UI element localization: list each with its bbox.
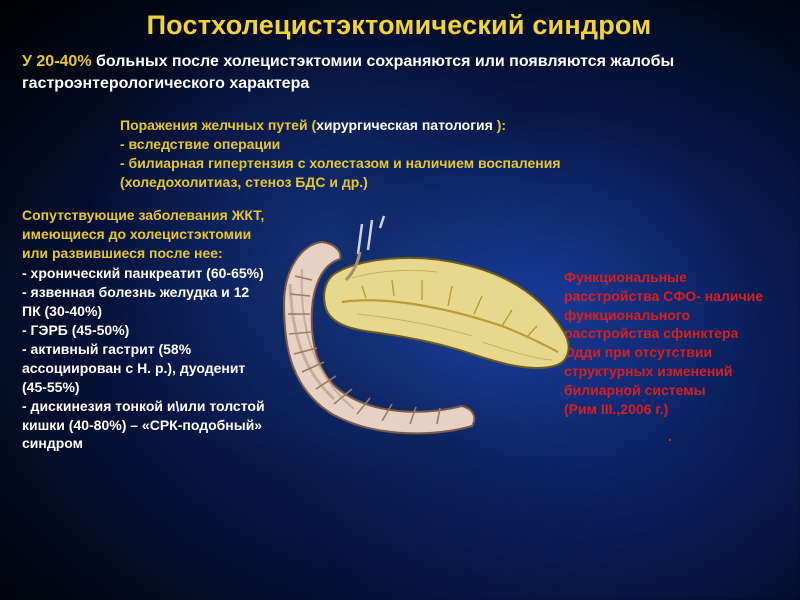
anatomy-svg (262, 214, 582, 454)
list-item: - язвенная болезнь желудка и 12 ПК (30-4… (22, 283, 270, 321)
functional-dot: . (564, 427, 776, 446)
biliary-line-2: - билиарная гипертензия с холестазом и н… (120, 154, 680, 192)
comorbid-items: - хронический панкреатит (60-65%) - язве… (22, 264, 270, 453)
pancreas-shape (324, 258, 569, 368)
list-item: - активный гастрит (58% ассоциирован с Н… (22, 340, 270, 397)
functional-text: Функциональные расстройства СФО- наличие… (564, 268, 776, 400)
slide-content: Постхолецистэктомический синдром У 20-40… (0, 0, 800, 488)
biliary-close: ): (497, 117, 506, 133)
list-item: - хронический панкреатит (60-65%) (22, 264, 270, 283)
intro-text: У 20-40% больных после холецистэктомии с… (22, 51, 776, 94)
intro-accent: У 20-40% (22, 53, 92, 70)
intro-rest: больных после холецистэктомии сохраняютс… (22, 53, 674, 92)
list-item: - дискинезия тонкой и\или толстой кишки … (22, 397, 270, 454)
comorbid-head: Сопутствующие заболевания ЖКТ, имеющиеся… (22, 206, 270, 263)
pancreas-duodenum-illustration (262, 214, 582, 454)
section-biliary-head: Поражения желчных путей (хирургическая п… (120, 116, 680, 135)
list-item: - ГЭРБ (45-50%) (22, 321, 270, 340)
biliary-line-1: - вследствие операции (120, 135, 680, 154)
lower-row: Сопутствующие заболевания ЖКТ, имеющиеся… (22, 206, 776, 476)
section-functional: Функциональные расстройства СФО- наличие… (564, 268, 776, 446)
section-comorbid: Сопутствующие заболевания ЖКТ, имеющиеся… (22, 206, 270, 454)
functional-ref: (Рим III.,2006 г.) (564, 400, 776, 419)
section-biliary: Поражения желчных путей (хирургическая п… (120, 116, 680, 192)
illustration-area (280, 206, 554, 476)
slide-title: Постхолецистэктомический синдром (22, 10, 776, 41)
biliary-paren: хирургическая патология (316, 117, 497, 133)
biliary-head-text: Поражения желчных путей ( (120, 117, 316, 133)
